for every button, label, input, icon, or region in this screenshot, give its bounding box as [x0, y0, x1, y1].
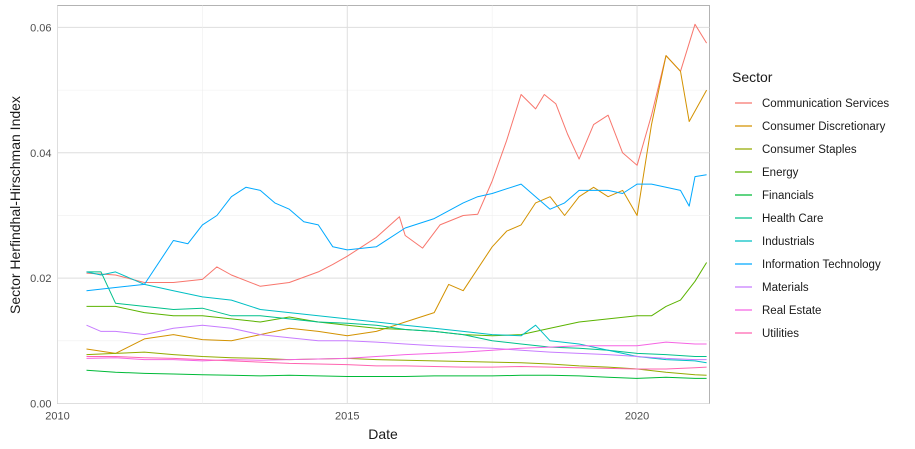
series-line	[86, 341, 707, 362]
x-tick-label: 2010	[45, 411, 69, 423]
legend-label: Health Care	[762, 213, 823, 225]
legend-item: Communication Services	[735, 98, 889, 110]
series-line	[86, 324, 707, 361]
legend-label: Information Technology	[762, 259, 881, 271]
x-tick-label: 2015	[335, 411, 359, 423]
legend-item: Materials	[735, 282, 809, 294]
plot-panel	[57, 5, 710, 404]
x-axis-title: Date	[368, 426, 398, 442]
series-line	[86, 356, 707, 370]
legend-label: Real Estate	[762, 305, 821, 317]
series-line	[86, 174, 707, 292]
legend-label: Industrials	[762, 236, 815, 248]
legend-item: Health Care	[735, 213, 823, 225]
series-line	[86, 23, 708, 287]
y-axis-title: Sector Herfindhal-Hirschman Index	[7, 96, 23, 314]
legend-item: Information Technology	[735, 259, 881, 271]
y-tick-label: 0.00	[30, 399, 51, 411]
y-axis-ticks: 0.00 0.02 0.04 0.06	[30, 22, 51, 410]
x-axis-ticks: 2010 2015 2020	[45, 411, 649, 423]
legend-item: Consumer Discretionary	[735, 121, 886, 133]
y-tick-label: 0.06	[30, 22, 51, 34]
legend-item: Industrials	[735, 236, 815, 248]
y-tick-label: 0.04	[30, 148, 51, 160]
legend-title: Sector	[732, 69, 773, 85]
legend-label: Consumer Staples	[762, 144, 857, 156]
series-line	[86, 369, 707, 379]
legend-label: Communication Services	[762, 98, 889, 110]
series-line	[86, 55, 708, 354]
x-tick-label: 2020	[625, 411, 649, 423]
legend-label: Energy	[762, 167, 799, 179]
series-lines	[86, 23, 708, 379]
legend-label: Financials	[762, 190, 814, 202]
legend-item: Utilities	[735, 328, 799, 340]
series-line	[86, 271, 707, 357]
series-line	[86, 271, 707, 364]
legend-item: Financials	[735, 190, 814, 202]
legend: Sector Communication Services Consumer Di…	[732, 69, 889, 340]
series-line	[86, 351, 707, 376]
legend-label: Consumer Discretionary	[762, 121, 886, 133]
legend-label: Utilities	[762, 328, 799, 340]
legend-label: Materials	[762, 282, 809, 294]
y-tick-label: 0.02	[30, 273, 51, 285]
legend-item: Energy	[735, 167, 799, 179]
legend-item: Consumer Staples	[735, 144, 857, 156]
grid-lines	[57, 5, 710, 404]
legend-item: Real Estate	[735, 305, 821, 317]
